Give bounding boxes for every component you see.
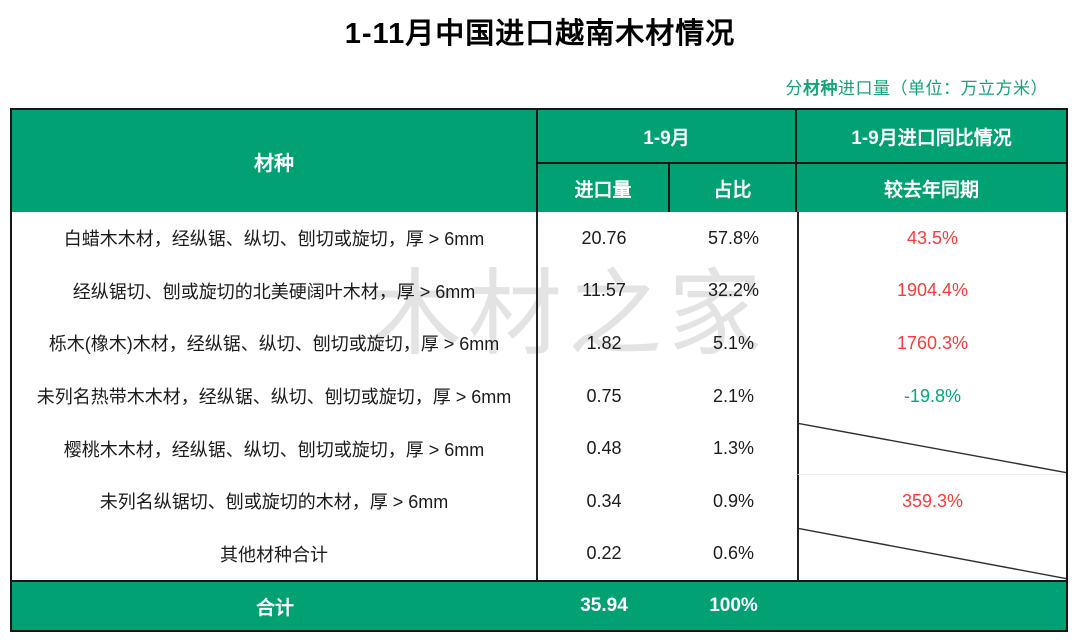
diagonal-strike-line xyxy=(799,527,1066,580)
table-row: 经纵锯切、刨或旋切的北美硬阔叶木材，厚 > 6mm 11.57 32.2% 19… xyxy=(12,264,1066,318)
import-volume-cell: 0.75 xyxy=(586,385,622,406)
material-cell: 栎木(橡木)木材，经纵锯、纵切、刨切或旋切，厚 > 6mm xyxy=(12,317,538,370)
material-cell: 樱桃木木材，经纵锯、纵切、刨切或旋切，厚 > 6mm xyxy=(12,422,538,475)
material-cell: 未列名纵锯切、刨或旋切的木材，厚 > 6mm xyxy=(12,474,538,528)
share-cell: 0.6% xyxy=(712,543,755,564)
yoy-cell: -19.8% xyxy=(797,369,1066,423)
material-cell: 其他材种合计 xyxy=(12,527,538,581)
table-body: 白蜡木木材，经纵锯、纵切、刨切或旋切，厚 > 6mm 20.76 57.8% 4… xyxy=(12,212,1066,581)
share-cell: 57.8% xyxy=(707,227,760,248)
import-volume-cell: 11.57 xyxy=(582,280,626,301)
import-volume-cell: 1.82 xyxy=(586,332,622,353)
material-cell: 白蜡木木材，经纵锯、纵切、刨切或旋切，厚 > 6mm xyxy=(12,212,538,265)
share-cell: 5.1% xyxy=(712,332,755,353)
subtitle-prefix: 分 xyxy=(785,79,803,98)
total-import-volume: 35.94 xyxy=(580,595,628,616)
material-cell: 经纵锯切、刨或旋切的北美硬阔叶木材，厚 > 6mm xyxy=(12,264,538,318)
table-row: 栎木(橡木)木材，经纵锯、纵切、刨切或旋切，厚 > 6mm 1.82 5.1% … xyxy=(12,317,1066,370)
table-row: 未列名纵锯切、刨或旋切的木材，厚 > 6mm 0.34 0.9% 359.3% xyxy=(12,474,1066,528)
share-cell: 1.3% xyxy=(712,438,755,459)
yoy-cell-crossed xyxy=(797,422,1066,475)
diagonal-strike-line xyxy=(799,422,1066,474)
table-header: 材种 1-9月 1-9月进口同比情况 进口量 占比 较去年同期 xyxy=(12,110,1066,212)
table-row: 未列名热带木木材，经纵锯、纵切、刨切或旋切，厚 > 6mm 0.75 2.1% … xyxy=(12,369,1066,423)
subtitle: 分材种进口量（单位：万立方米） xyxy=(786,74,1049,99)
share-cell: 2.1% xyxy=(712,385,755,406)
yoy-value: 359.3% xyxy=(901,490,964,511)
table-total-row: 合计 35.94 100% xyxy=(12,580,1066,630)
share-cell: 32.2% xyxy=(707,280,760,301)
header-period-group: 1-9月 xyxy=(538,110,797,164)
yoy-cell: 43.5% xyxy=(797,212,1066,265)
yoy-value: -19.8% xyxy=(903,385,962,406)
import-volume-cell: 20.76 xyxy=(581,227,627,248)
import-volume-cell: 0.48 xyxy=(586,438,622,459)
total-share: 100% xyxy=(709,595,758,616)
yoy-value: 1904.4% xyxy=(896,280,969,301)
material-cell: 未列名热带木木材，经纵锯、纵切、刨切或旋切，厚 > 6mm xyxy=(12,369,538,423)
import-volume-cell: 0.34 xyxy=(586,490,622,511)
table-row: 樱桃木木材，经纵锯、纵切、刨切或旋切，厚 > 6mm 0.48 1.3% xyxy=(12,422,1066,475)
header-yoy-group: 1-9月进口同比情况 xyxy=(797,110,1066,164)
header-material: 材种 xyxy=(12,110,538,212)
header-yoy: 较去年同期 xyxy=(883,179,979,201)
header-import-volume: 进口量 xyxy=(538,164,670,212)
page-title: 1-11月中国进口越南木材情况 xyxy=(344,18,736,50)
share-cell: 0.9% xyxy=(712,490,755,511)
subtitle-suffix: 进口量（单位：万立方米） xyxy=(838,79,1048,98)
yoy-cell-crossed xyxy=(797,527,1066,581)
header-share: 占比 xyxy=(670,164,797,212)
table-row: 其他材种合计 0.22 0.6% xyxy=(12,527,1066,581)
subtitle-bold: 材种 xyxy=(803,79,838,98)
yoy-cell: 1904.4% xyxy=(797,264,1066,318)
total-label: 合计 xyxy=(255,597,294,619)
yoy-value: 1760.3% xyxy=(896,332,969,353)
import-volume-cell: 0.22 xyxy=(586,543,622,564)
yoy-cell: 359.3% xyxy=(797,474,1066,528)
yoy-value: 43.5% xyxy=(906,227,959,248)
total-yoy-empty xyxy=(797,582,1066,630)
yoy-cell: 1760.3% xyxy=(797,317,1066,370)
import-table: 材种 1-9月 1-9月进口同比情况 进口量 占比 较去年同期 白蜡木木材，经纵… xyxy=(10,108,1068,632)
table-row: 白蜡木木材，经纵锯、纵切、刨切或旋切，厚 > 6mm 20.76 57.8% 4… xyxy=(12,212,1066,265)
